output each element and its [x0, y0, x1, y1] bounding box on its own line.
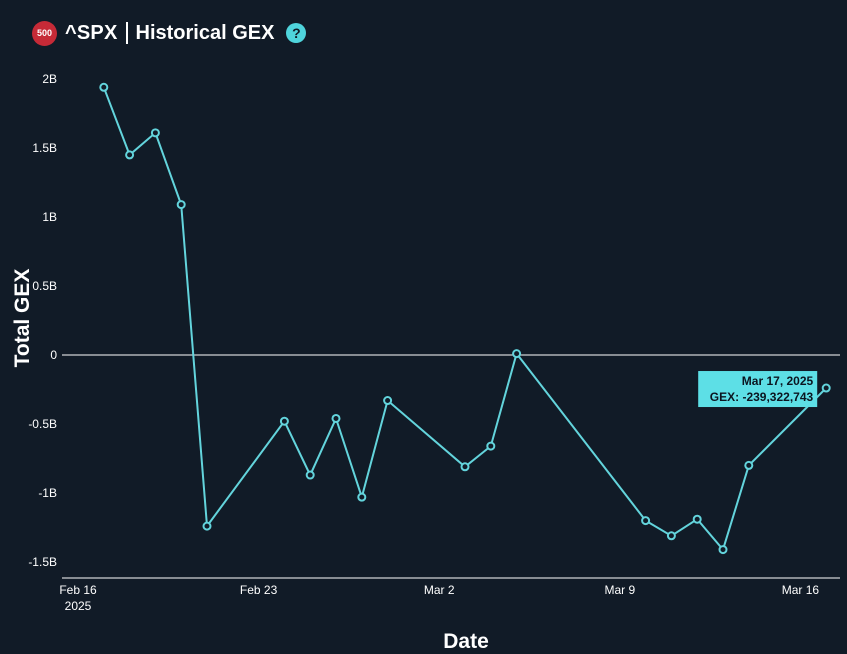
data-point[interactable]: [383, 396, 393, 406]
chart-title: Historical GEX: [135, 21, 275, 44]
x-axis-ticks: Feb 16 2025 Feb 23 Mar 2 Mar 9 Mar 16: [59, 583, 819, 613]
data-point[interactable]: [357, 492, 367, 502]
tooltip-box: [698, 371, 818, 408]
y-tick-label: 1B: [42, 210, 57, 224]
data-point[interactable]: [99, 82, 109, 92]
y-tick-label: -1.5B: [28, 555, 57, 569]
data-point[interactable]: [821, 383, 831, 393]
y-tick-label: 0: [50, 348, 57, 362]
x-axis-title: Date: [443, 630, 489, 653]
data-point[interactable]: [305, 470, 315, 480]
data-point[interactable]: [486, 441, 496, 451]
x-tick-label: Feb 16: [59, 583, 97, 597]
data-point[interactable]: [666, 531, 676, 541]
y-tick-label: -0.5B: [28, 417, 57, 431]
data-point[interactable]: [744, 460, 754, 470]
y-tick-label: 2B: [42, 72, 57, 86]
x-tick-label: Feb 23: [240, 583, 278, 597]
hover-tooltip: Mar 17, 2025 GEX: -239,322,743: [698, 371, 818, 408]
tooltip-value: GEX: -239,322,743: [710, 390, 814, 404]
series-points[interactable]: [99, 82, 831, 555]
y-tick-label: -1B: [38, 486, 57, 500]
data-point[interactable]: [460, 462, 470, 472]
y-axis-ticks: 2B 1.5B 1B 0.5B 0 -0.5B -1B -1.5B: [28, 72, 57, 569]
x-tick-label: Mar 16: [782, 583, 820, 597]
data-point[interactable]: [150, 128, 160, 138]
data-point[interactable]: [641, 516, 651, 526]
data-point[interactable]: [176, 200, 186, 210]
chart-header: 500 ^SPX Historical GEX ?: [32, 18, 307, 48]
sp500-badge-icon: 500: [32, 20, 57, 46]
y-tick-label: 0.5B: [32, 279, 57, 293]
data-point[interactable]: [718, 545, 728, 555]
tooltip-date: Mar 17, 2025: [742, 374, 814, 388]
series-line: [102, 86, 827, 552]
header-divider: [125, 22, 128, 44]
data-point[interactable]: [331, 413, 341, 423]
data-point[interactable]: [692, 514, 702, 524]
x-tick-label: Mar 2: [424, 583, 455, 597]
data-point[interactable]: [202, 521, 212, 531]
data-point[interactable]: [125, 150, 135, 160]
data-point[interactable]: [512, 349, 522, 359]
data-point[interactable]: [279, 416, 289, 426]
y-axis-title: Total GEX: [11, 269, 34, 368]
y-tick-label: 1.5B: [32, 141, 57, 155]
ticker-symbol: ^SPX: [65, 21, 118, 44]
x-tick-label: Mar 9: [604, 583, 635, 597]
help-icon[interactable]: ?: [286, 23, 307, 43]
x-tick-sublabel: 2025: [65, 599, 92, 613]
